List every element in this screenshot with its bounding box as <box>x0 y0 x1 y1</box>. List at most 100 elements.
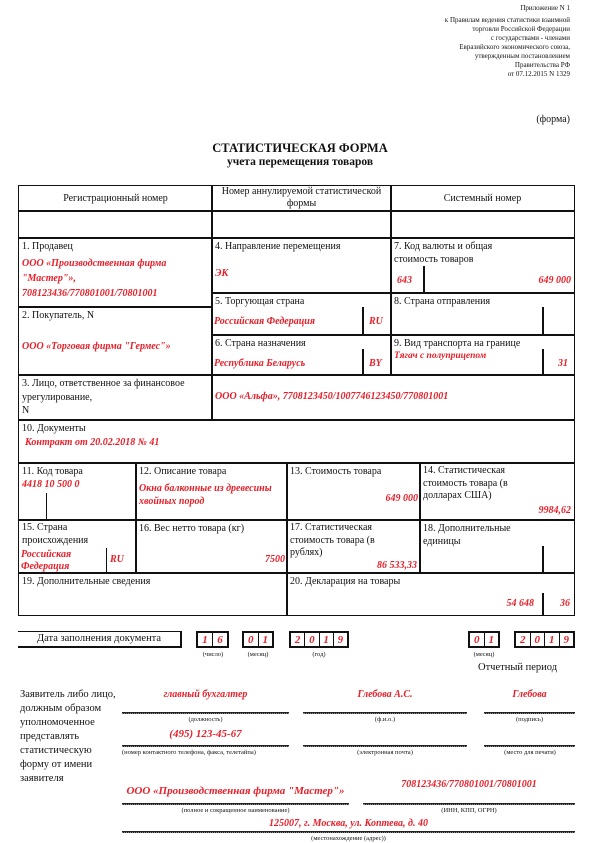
field-5-trading-country: 5. Торгующая страна Российская Федерация… <box>211 292 392 336</box>
header-line: с государствами - членами <box>490 34 570 42</box>
reg-number-header: Регистрационный номер <box>18 185 213 212</box>
field-label: 6. Страна назначения <box>215 338 306 349</box>
name-line <box>303 712 467 714</box>
date-label: Дата заполнения документа <box>18 631 182 648</box>
digit: 1 <box>262 634 269 646</box>
year-caption: (год) <box>312 651 326 658</box>
field-label: 15. Страна происхождения <box>22 522 89 546</box>
org-caption: (полное и сокращенное наименование) <box>181 807 290 814</box>
divider <box>542 546 544 573</box>
currency-code[interactable]: 643 <box>397 275 412 286</box>
divider <box>542 349 544 375</box>
name-value[interactable]: Глебова А.С. <box>357 689 413 700</box>
address-value[interactable]: 125007, г. Москва, ул. Коптева, д. 40 <box>269 818 428 829</box>
position-value[interactable]: главный бухгалтер <box>163 689 248 700</box>
stamp-line <box>484 745 575 747</box>
phone-value[interactable]: (495) 123-45-67 <box>169 728 242 740</box>
direction-value[interactable]: ЭК <box>215 268 229 279</box>
field-label: 2. Покупатель, N <box>22 310 95 321</box>
digit: 1 <box>545 633 560 646</box>
digit: 0 <box>531 633 545 646</box>
field-3-financial: 3. Лицо, ответственное за финансовое уре… <box>18 374 213 421</box>
seller-value[interactable]: ООО «Производственная фирма "Мастер"», 7… <box>22 258 167 299</box>
digit: 9 <box>563 634 570 646</box>
digit: 1 <box>488 634 495 646</box>
signature-value[interactable]: Глебова <box>512 689 547 700</box>
documents-value[interactable]: Контракт от 20.02.2018 № 41 <box>25 437 160 448</box>
stat-rub-value[interactable]: 86 533,33 <box>377 560 417 571</box>
applicant-label: Заявитель либо лицо, должным образом упо… <box>20 689 116 784</box>
divider <box>423 266 425 293</box>
cost-value[interactable]: 649 000 <box>385 493 419 504</box>
header-line: к Правилам ведения статистики взаимной <box>444 16 570 24</box>
total-value[interactable]: 649 000 <box>538 275 572 286</box>
field-9-transport: 9. Вид транспорта на границе Тягач с пол… <box>390 334 575 376</box>
header-line: торговли Российской Федерации <box>472 25 570 33</box>
field-3-value-cell: ООО «Альфа», 7708123450/1007746123450/77… <box>211 374 575 421</box>
field-label: 17. Статистическая стоимость товара (в р… <box>290 522 375 558</box>
declaration-value[interactable]: 54 648 <box>506 598 535 609</box>
field-1-seller: 1. Продавец ООО «Производственная фирма … <box>18 237 213 308</box>
field-10-documents: 10. Документы Контракт от 20.02.2018 № 4… <box>18 419 575 464</box>
field-label: 12. Описание товара <box>139 466 227 477</box>
field-label: 1. Продавец <box>22 241 73 252</box>
declaration-code[interactable]: 36 <box>560 598 570 609</box>
origin-value[interactable]: Российская Федерация <box>21 549 72 572</box>
field-label: 19. Дополнительные сведения <box>22 576 151 587</box>
goods-code-value[interactable]: 4418 10 500 0 <box>22 479 80 490</box>
position-line <box>122 712 289 714</box>
reg-number-field[interactable] <box>18 210 213 239</box>
transport-code[interactable]: 31 <box>558 358 568 369</box>
header-line: Правительства РФ <box>514 61 570 69</box>
ids-value[interactable]: 708123436/770801001/70801001 <box>401 779 537 790</box>
field-label: 13. Стоимость товара <box>290 466 382 477</box>
divider <box>542 593 544 615</box>
header-line: Приложение N 1 <box>520 4 570 12</box>
origin-code[interactable]: RU <box>110 554 124 565</box>
transport-value[interactable]: Тягач с полуприцепом <box>394 351 487 361</box>
digit: 6 <box>217 634 223 646</box>
field-label: 8. Страна отправления <box>394 296 491 307</box>
field-6-destination: 6. Страна назначения Республика Беларусь… <box>211 334 392 376</box>
buyer-value[interactable]: ООО «Торговая фирма "Гермес"» <box>22 341 171 352</box>
header-line: утвержденным постановлением <box>474 52 570 60</box>
stat-usd-value[interactable]: 9984,62 <box>538 505 572 516</box>
org-value[interactable]: ООО «Производственная фирма "Мастер"» <box>126 785 345 797</box>
trading-country-value[interactable]: Российская Федерация <box>214 316 316 327</box>
trading-country-code[interactable]: RU <box>369 316 383 327</box>
system-number-header: Системный номер <box>390 185 575 212</box>
divider <box>106 548 107 573</box>
annul-number-header: Номер аннулируемой статистической формы <box>211 185 392 212</box>
destination-code[interactable]: BY <box>369 358 382 369</box>
divider <box>46 493 47 520</box>
label: Номер аннулируемой статистической формы <box>221 186 382 209</box>
financial-value[interactable]: ООО «Альфа», 7708123450/1007746123450/77… <box>215 391 449 402</box>
field-label: 18. Дополнительные единицы <box>423 523 511 547</box>
appendix-header: Приложение N 1 к Правилам ведения статис… <box>350 4 570 79</box>
field-label: 9. Вид транспорта на границе <box>394 338 521 349</box>
field-label: 5. Торгующая страна <box>215 296 305 307</box>
email-caption: (электронная почта) <box>357 749 413 756</box>
email-line <box>303 745 467 747</box>
destination-value[interactable]: Республика Беларусь <box>214 358 306 369</box>
weight-value[interactable]: 7500 <box>265 554 285 565</box>
divider <box>362 349 364 375</box>
month-caption: (месяц) <box>247 651 269 658</box>
field-17-stat-rub: 17. Статистическая стоимость товара (в р… <box>286 519 421 574</box>
system-number-field[interactable] <box>390 210 575 239</box>
field-label: 4. Направление перемещения <box>215 241 341 252</box>
field-label: 14. Статистическая стоимость товара (в д… <box>423 465 508 501</box>
org-line <box>122 803 349 805</box>
field-11-code: 11. Код товара 4418 10 500 0 <box>18 462 137 521</box>
field-12-description: 12. Описание товара Окна балконные из др… <box>135 462 288 521</box>
annul-number-field[interactable] <box>211 210 392 239</box>
field-7-currency-total: 7. Код валюты и общая стоимость товаров … <box>390 237 575 294</box>
description-value[interactable]: Окна балконные из древесины хвойных поро… <box>139 483 272 507</box>
field-16-weight: 16. Вес нетто товара (кг) 7500 <box>135 519 288 574</box>
name-caption: (ф.и.о.) <box>374 716 396 723</box>
